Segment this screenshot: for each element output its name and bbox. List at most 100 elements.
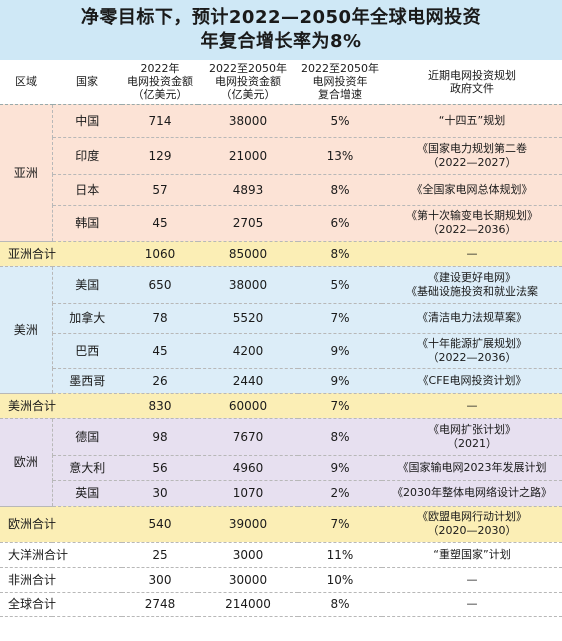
- table-row: 欧洲 德国 98 7670 8% 《电网扩张计划》 （2021）: [0, 418, 562, 507]
- value-2022-cell: 830: [122, 393, 198, 419]
- policy-doc-cell: 《国家输电网2023年发展计划: [382, 455, 562, 481]
- doc-line: 《清洁电力法规草案》: [417, 311, 527, 324]
- header-line: （亿美元）: [220, 88, 276, 102]
- cagr-cell: 11%: [298, 542, 382, 568]
- cagr-cell: 8%: [298, 174, 382, 206]
- header-investment-2022: 2022年 电网投资金额 （亿美元）: [122, 60, 198, 105]
- policy-doc-cell: 《电网扩张计划》 （2021）: [382, 418, 562, 456]
- policy-doc-cell: “重塑国家”计划: [382, 542, 562, 568]
- table-row: 美洲 美国 650 38000 5% 《建设更好电网》 《基础设施投资和就业法案: [0, 266, 562, 394]
- value-2022-cell: 1060: [122, 241, 198, 267]
- total-label: 非洲合计: [0, 567, 122, 593]
- header-line: 2022至2050年: [209, 62, 287, 76]
- value-2050-cell: 214000: [198, 592, 298, 617]
- doc-line: 《十年能源扩展规划》: [417, 336, 527, 350]
- title-line-1: 净零目标下，预计2022—2050年全球电网投资: [80, 7, 482, 28]
- value-2022-cell: 129: [122, 137, 198, 175]
- subtotal-label: 美洲合计: [0, 393, 122, 419]
- cagr-cell: 9%: [298, 333, 382, 369]
- value-2022-cell: 98: [122, 418, 198, 456]
- doc-line: （2021）: [447, 436, 497, 450]
- value-2050-cell: 2705: [198, 205, 298, 242]
- cagr-cell: 5%: [298, 104, 382, 138]
- cagr-cell: 9%: [298, 368, 382, 394]
- total-row: 大洋洲合计 25 3000 11% “重塑国家”计划: [0, 542, 562, 568]
- value-2050-cell: 4960: [198, 455, 298, 481]
- policy-doc-cell: 《十年能源扩展规划》 （2022—2036）: [382, 333, 562, 369]
- doc-line: 《国家电力规划第二卷: [417, 141, 527, 155]
- subtotal-row: 欧洲合计 540 39000 7% 《欧盟电网行动计划》 （2020—2030）: [0, 506, 562, 543]
- value-2022-cell: 300: [122, 567, 198, 593]
- cagr-cell: 10%: [298, 567, 382, 593]
- header-line: 政府文件: [450, 81, 494, 95]
- country-cell: 加拿大: [52, 303, 122, 334]
- title-line-2: 年复合增长率为8%: [200, 31, 362, 52]
- country-cell: 英国: [52, 480, 122, 507]
- cagr-cell: 8%: [298, 241, 382, 267]
- country-cell: 德国: [52, 418, 122, 456]
- value-2022-cell: 714: [122, 104, 198, 138]
- doc-line: 《欧盟电网行动计划》: [417, 510, 527, 523]
- cagr-cell: 7%: [298, 303, 382, 334]
- country-cell: 日本: [52, 174, 122, 206]
- doc-line: —: [466, 398, 478, 412]
- table-row: 英国 30 1070 2% 《2030年整体电网络设计之路》: [0, 480, 562, 507]
- value-2050-cell: 60000: [198, 393, 298, 419]
- total-row: 全球合计 2748 214000 8% —: [0, 592, 562, 617]
- doc-line: “重塑国家”计划: [433, 547, 511, 561]
- value-2022-cell: 57: [122, 174, 198, 206]
- cagr-cell: 9%: [298, 455, 382, 481]
- cagr-cell: 6%: [298, 205, 382, 242]
- value-2022-cell: 2748: [122, 592, 198, 617]
- header-country: 国家: [52, 60, 122, 105]
- header-line: （亿美元）: [132, 88, 188, 102]
- value-2050-cell: 7670: [198, 418, 298, 456]
- header-line: 2022年: [140, 62, 180, 76]
- value-2022-cell: 30: [122, 480, 198, 507]
- table-row: 巴西 45 4200 9% 《十年能源扩展规划》 （2022—2036）: [0, 333, 562, 369]
- doc-line: —: [466, 597, 478, 610]
- value-2050-cell: 2440: [198, 368, 298, 394]
- cagr-cell: 2%: [298, 480, 382, 507]
- region-europe: 欧洲: [0, 418, 53, 507]
- doc-line: （2022—2036）: [427, 223, 517, 236]
- header-line: 复合增速: [318, 88, 362, 102]
- table-row: 加拿大 78 5520 7% 《清洁电力法规草案》: [0, 303, 562, 334]
- value-2050-cell: 1070: [198, 480, 298, 507]
- value-2050-cell: 30000: [198, 567, 298, 593]
- region-asia: 亚洲: [0, 104, 53, 242]
- policy-doc-cell: —: [382, 567, 562, 593]
- policy-doc-cell: “十四五”规划: [382, 104, 562, 138]
- value-2050-cell: 4200: [198, 333, 298, 369]
- country-cell: 中国: [52, 104, 122, 138]
- subtotal-row: 亚洲合计 1060 85000 8% —: [0, 241, 562, 267]
- value-2022-cell: 650: [122, 266, 198, 304]
- subtotal-label: 欧洲合计: [0, 506, 122, 543]
- policy-doc-cell: —: [382, 241, 562, 267]
- country-cell: 墨西哥: [52, 368, 122, 394]
- value-2050-cell: 4893: [198, 174, 298, 206]
- subtotal-row: 美洲合计 830 60000 7% —: [0, 393, 562, 419]
- header-line: 电网投资金额: [127, 75, 193, 89]
- value-2050-cell: 38000: [198, 104, 298, 138]
- doc-line: 《2030年整体电网络设计之路》: [392, 486, 552, 499]
- doc-line: 《建设更好电网》: [428, 270, 516, 284]
- country-cell: 韩国: [52, 205, 122, 242]
- doc-line: 《全国家电网总体规划》: [411, 182, 533, 196]
- policy-doc-cell: 《第十次输变电长期规划》 （2022—2036）: [382, 205, 562, 242]
- doc-line: 《CFE电网投资计划》: [417, 373, 527, 387]
- cagr-cell: 8%: [298, 592, 382, 617]
- doc-line: 《基础设施投资和就业法案: [406, 284, 538, 298]
- subtotal-label: 亚洲合计: [0, 241, 122, 267]
- country-cell: 巴西: [52, 333, 122, 369]
- value-2022-cell: 26: [122, 368, 198, 394]
- table-row: 墨西哥 26 2440 9% 《CFE电网投资计划》: [0, 368, 562, 394]
- value-2050-cell: 21000: [198, 137, 298, 175]
- page-title: 净零目标下，预计2022—2050年全球电网投资 年复合增长率为8%: [0, 0, 562, 60]
- policy-doc-cell: 《建设更好电网》 《基础设施投资和就业法案: [382, 266, 562, 304]
- header-cagr: 2022至2050年 电网投资年 复合增速: [298, 60, 382, 105]
- policy-doc-cell: 《欧盟电网行动计划》 （2020—2030）: [382, 506, 562, 543]
- value-2022-cell: 56: [122, 455, 198, 481]
- table-row: 意大利 56 4960 9% 《国家输电网2023年发展计划: [0, 455, 562, 481]
- value-2022-cell: 45: [122, 333, 198, 369]
